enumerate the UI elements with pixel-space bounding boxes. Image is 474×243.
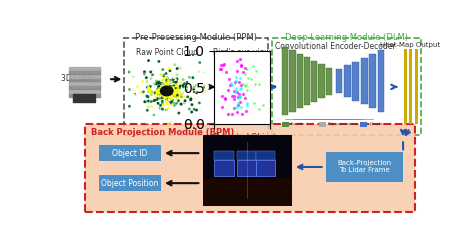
Bar xyxy=(272,38,421,135)
Bar xyxy=(124,38,268,135)
Bar xyxy=(99,175,161,191)
Bar xyxy=(85,124,415,212)
Text: Back Projection Module (BPM): Back Projection Module (BPM) xyxy=(91,128,235,137)
Text: Raw Point Cloud: Raw Point Cloud xyxy=(136,48,198,57)
Text: Convolutional Encoder-Decoder: Convolutional Encoder-Decoder xyxy=(275,42,396,51)
Bar xyxy=(326,152,403,182)
Text: Heat-Map Output: Heat-Map Output xyxy=(380,42,440,48)
Text: Detected Objects: Detected Objects xyxy=(214,133,281,142)
Text: Deep-Learning Module (DLM): Deep-Learning Module (DLM) xyxy=(285,33,408,42)
Text: Preprocessing: Preprocessing xyxy=(213,84,264,89)
Text: Pre-Processing Module (PPM): Pre-Processing Module (PPM) xyxy=(136,33,257,42)
Text: Back-Projection
To Lidar Frame: Back-Projection To Lidar Frame xyxy=(337,160,392,174)
Bar xyxy=(219,78,258,96)
Text: Bird's eye view: Bird's eye view xyxy=(213,48,271,57)
Bar xyxy=(85,124,415,212)
Text: Object ID: Object ID xyxy=(112,149,147,158)
Text: Object Position: Object Position xyxy=(101,179,158,188)
Text: 3D Lidar: 3D Lidar xyxy=(61,74,94,83)
Bar xyxy=(99,145,161,161)
